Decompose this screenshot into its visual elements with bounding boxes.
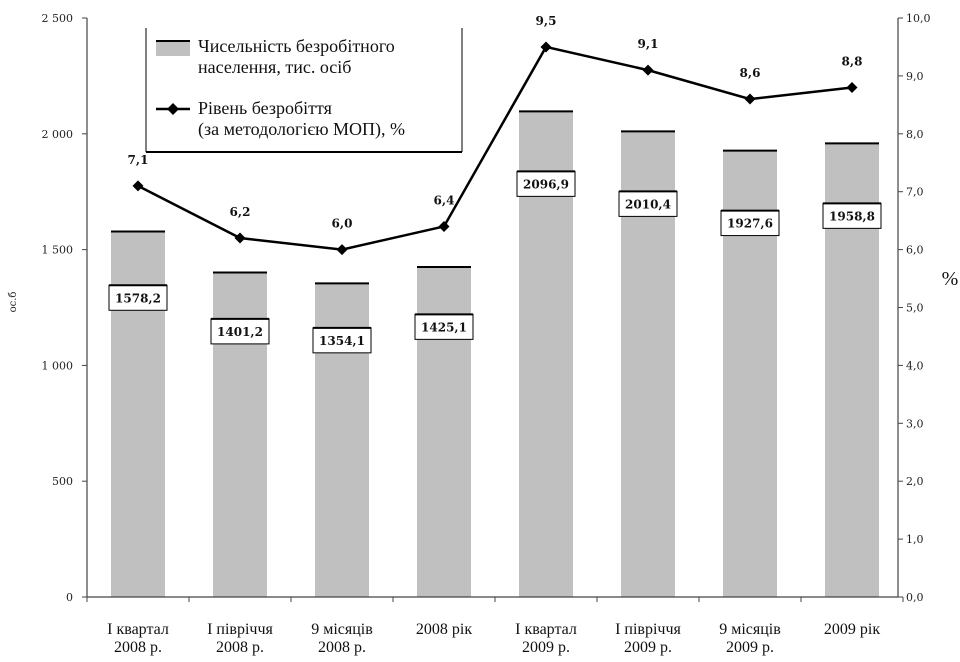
rate-point bbox=[642, 64, 654, 76]
legend-entry-text: Чисельність безробітного bbox=[198, 36, 395, 56]
bar-data-label: 1958,8 bbox=[829, 209, 875, 223]
y-right-tick-label: 1,0 bbox=[906, 533, 924, 546]
bar-data-label: 1425,1 bbox=[421, 320, 467, 334]
bar-data-label: 1927,6 bbox=[727, 217, 773, 231]
bar-data-label: 2096,9 bbox=[523, 177, 569, 191]
labels-layer: 1578,2 1401,2 1354,1 1425,1 2096,9 2010,4 1927… bbox=[108, 14, 882, 354]
rate-point bbox=[540, 41, 552, 53]
y-left-tick-label: 1 500 bbox=[42, 244, 74, 257]
y-right-tick-label: 10,0 bbox=[906, 12, 931, 25]
category-label: І квартал bbox=[515, 621, 577, 638]
legend-line-marker bbox=[167, 103, 179, 115]
category-label: 2008 рік bbox=[416, 621, 472, 638]
y-right-tick-label: 2,0 bbox=[906, 475, 924, 488]
bar-data-label: 1354,1 bbox=[319, 334, 365, 348]
category-label: 2008 р. bbox=[318, 639, 366, 656]
rate-data-label: 9,5 bbox=[536, 14, 557, 28]
y-left-tick-label: 2 000 bbox=[42, 128, 74, 141]
category-label: 2009 р. bbox=[726, 639, 774, 656]
category-label: 9 місяців bbox=[311, 621, 373, 638]
rate-point bbox=[132, 180, 144, 192]
bar-data-label-box bbox=[822, 202, 882, 229]
bars-layer bbox=[111, 110, 879, 597]
rate-data-label: 7,1 bbox=[128, 153, 149, 167]
legend-entry-text: (за методологією МОП), % bbox=[198, 119, 405, 140]
y-left-tick-label: 0 bbox=[66, 591, 73, 604]
category-label: І півріччя bbox=[615, 621, 681, 638]
line-layer bbox=[132, 41, 858, 256]
rate-data-label: 8,6 bbox=[740, 66, 761, 80]
y-left-tick-label: 2 500 bbox=[42, 12, 74, 25]
category-label: 2008 р. bbox=[114, 639, 162, 656]
rate-data-label: 6,4 bbox=[434, 193, 455, 207]
category-label: 2009 р. bbox=[522, 639, 570, 656]
rate-data-label: 6,0 bbox=[332, 217, 353, 231]
bar-data-label-box bbox=[516, 170, 576, 197]
rate-point bbox=[438, 220, 450, 232]
bar-data-label: 2010,4 bbox=[625, 197, 671, 211]
bar-data-label: 1401,2 bbox=[217, 325, 263, 339]
rate-point bbox=[336, 244, 348, 256]
y-left-tick-label: 500 bbox=[52, 475, 73, 488]
rate-point bbox=[744, 93, 756, 105]
category-label: І півріччя bbox=[207, 621, 273, 638]
category-label: 9 місяців bbox=[719, 621, 781, 638]
y-right-axis-label: % bbox=[942, 268, 959, 290]
y-right-tick-label: 9,0 bbox=[906, 70, 924, 83]
legend-entry-text: Рівень безробіття bbox=[198, 98, 332, 118]
rate-line bbox=[137, 45, 853, 251]
legend-entry-text: населення, тис. осіб bbox=[198, 57, 351, 77]
category-label: 2008 р. bbox=[216, 639, 264, 656]
y-left-axis-label: ос.б bbox=[8, 292, 19, 313]
bar-data-label-box bbox=[312, 327, 372, 354]
bar-data-label-box bbox=[618, 190, 678, 217]
legend-bar-swatch bbox=[156, 41, 190, 56]
y-right-tick-label: 5,0 bbox=[906, 302, 924, 315]
axes-layer: 0 500 1 000 1 500 2 000 2 500 0,0 1,0 2,0 3,0 4,0 5… bbox=[8, 12, 958, 656]
bar-data-label-box bbox=[720, 210, 780, 237]
category-label: 2009 р. bbox=[624, 639, 672, 656]
y-right-tick-label: 8,0 bbox=[906, 128, 924, 141]
y-right-tick-label: 6,0 bbox=[906, 244, 924, 257]
rate-data-label: 6,2 bbox=[230, 205, 251, 219]
y-right-tick-label: 3,0 bbox=[906, 417, 924, 430]
category-label: І квартал bbox=[107, 621, 169, 638]
rate-point bbox=[846, 81, 858, 93]
y-right-tick-label: 0,0 bbox=[906, 591, 924, 604]
rate-data-label: 8,8 bbox=[842, 54, 863, 68]
bar-data-label: 1578,2 bbox=[115, 291, 161, 305]
y-right-tick-label: 4,0 bbox=[906, 359, 924, 372]
rate-data-label: 9,1 bbox=[638, 37, 659, 51]
category-label: 2009 рік bbox=[824, 621, 880, 638]
y-right-tick-label: 7,0 bbox=[906, 186, 924, 199]
rate-point bbox=[234, 232, 246, 244]
y-left-tick-label: 1 000 bbox=[42, 359, 74, 372]
